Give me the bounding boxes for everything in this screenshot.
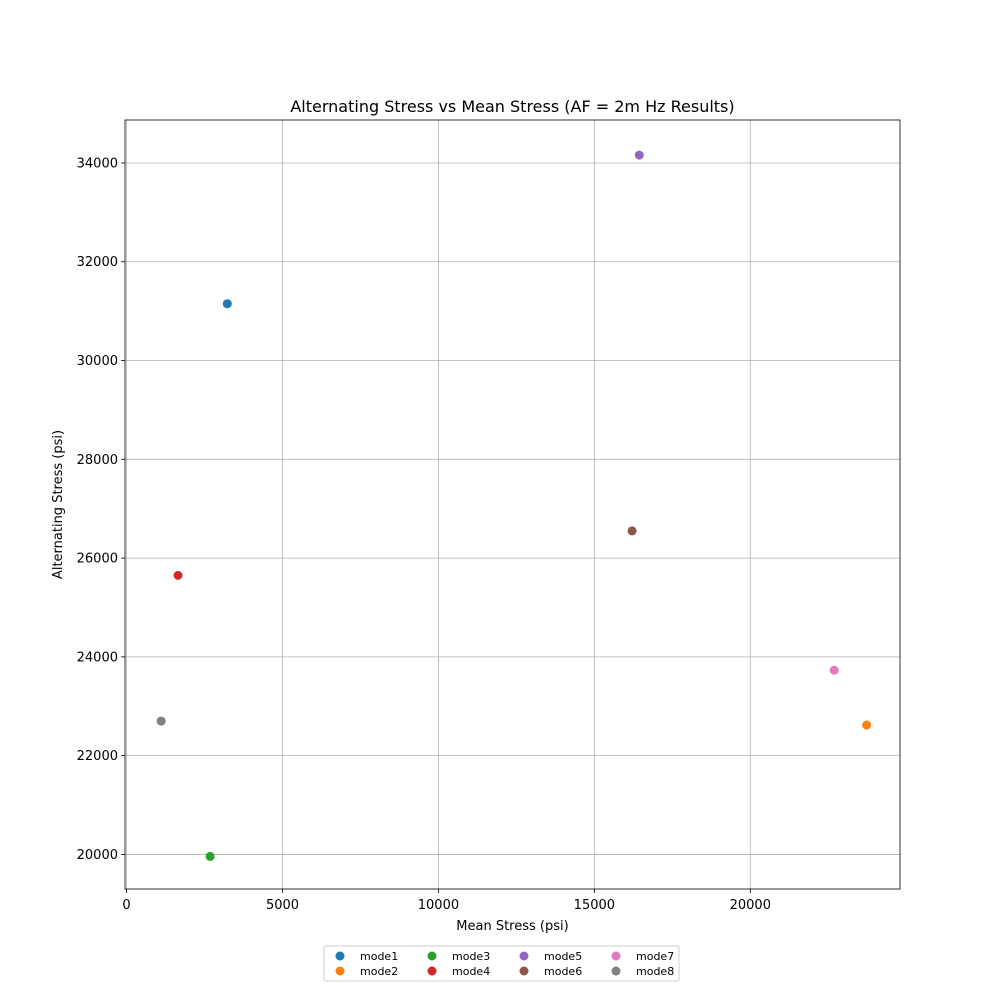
y-tick-label: 20000 [77,848,118,863]
data-point-mode6 [627,526,637,536]
legend-frame [323,945,680,982]
legend-label-mode2: mode2 [360,965,398,978]
data-point-mode4 [173,570,183,580]
y-tick-label: 32000 [77,255,118,270]
legend-marker-mode2 [335,966,345,976]
legend-marker-mode8 [611,966,621,976]
y-tick-label: 28000 [77,453,118,468]
legend-marker-mode1 [335,951,345,961]
x-tick-label: 5000 [266,898,299,913]
x-axis-ticks: 0 5000 10000 15000 20000 [122,889,771,913]
legend-label-mode7: mode7 [636,950,674,963]
data-point-mode2 [862,720,872,730]
data-point-mode8 [156,716,166,726]
data-points [156,150,872,861]
grid-lines [125,120,900,889]
legend-label-mode5: mode5 [544,950,582,963]
x-tick-label: 10000 [418,898,459,913]
y-tick-label: 22000 [77,749,118,764]
data-point-mode7 [829,665,839,675]
x-axis-label: Mean Stress (psi) [456,919,568,934]
x-tick-label: 15000 [574,898,615,913]
legend-marker-mode4 [427,966,437,976]
legend-marker-mode7 [611,951,621,961]
legend-marker-mode3 [427,951,437,961]
legend-label-mode6: mode6 [544,965,582,978]
legend-marker-mode6 [519,966,529,976]
x-tick-label: 20000 [730,898,771,913]
legend-marker-mode5 [519,951,529,961]
data-point-mode3 [205,851,215,861]
y-axis-ticks: 20000 22000 24000 26000 28000 30000 32000 34000 [77,156,125,863]
legend-label-mode3: mode3 [452,950,490,963]
plot-area-frame [124,119,901,890]
data-point-mode1 [222,299,232,309]
y-tick-label: 26000 [77,552,118,567]
legend-label-mode8: mode8 [636,965,674,978]
x-tick-label: 0 [122,898,130,913]
y-tick-label: 24000 [77,650,118,665]
legend: mode1 mode2 mode3 mode4 mode5 mode6 mode7 mode8 [323,945,680,982]
y-tick-label: 30000 [77,354,118,369]
legend-label-mode4: mode4 [452,965,490,978]
chart-title: Alternating Stress vs Mean Stress (AF = … [290,97,734,116]
data-point-mode5 [634,150,644,160]
y-axis-label: Alternating Stress (psi) [51,430,66,579]
legend-label-mode1: mode1 [360,950,398,963]
y-tick-label: 34000 [77,156,118,171]
